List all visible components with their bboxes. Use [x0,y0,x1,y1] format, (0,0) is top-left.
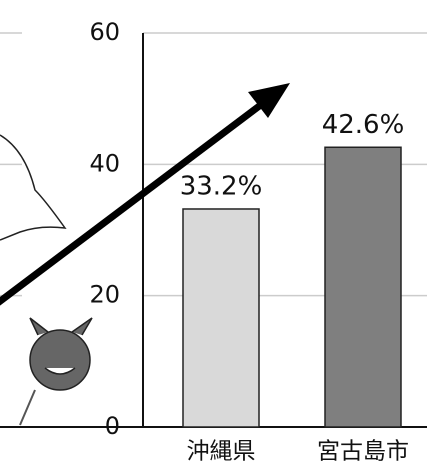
devil-horns [29,317,93,336]
decoration [0,134,93,426]
devil-fork [19,389,36,426]
x-tick-label: 宮古島市 [317,439,409,465]
x-tick-label: 沖縄県 [187,439,256,465]
bar [324,146,402,428]
y-tick-label: 60 [89,18,120,46]
devil-illustration [29,329,91,391]
trend-arrow [0,101,265,306]
y-tick-label: 40 [89,149,120,177]
trend-arrow-head [248,83,290,118]
devil-mouth [44,367,76,375]
y-tick-label: 20 [89,281,120,309]
value-label: 33.2% [180,171,263,201]
value-label: 42.6% [322,110,405,140]
bar [182,208,260,428]
speech-bubble [0,134,67,241]
